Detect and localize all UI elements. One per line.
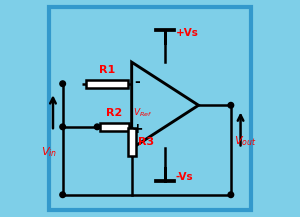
Circle shape bbox=[228, 192, 234, 197]
Text: $V_{Ref}$: $V_{Ref}$ bbox=[133, 107, 152, 119]
Circle shape bbox=[60, 81, 65, 87]
FancyBboxPatch shape bbox=[49, 7, 251, 210]
Bar bbox=[128, 128, 136, 156]
Circle shape bbox=[228, 102, 234, 108]
Circle shape bbox=[60, 124, 65, 130]
Text: R2: R2 bbox=[106, 108, 122, 118]
Text: $V_{in}$: $V_{in}$ bbox=[40, 145, 57, 159]
Circle shape bbox=[94, 124, 100, 130]
Text: -Vs: -Vs bbox=[176, 173, 194, 182]
Text: +Vs: +Vs bbox=[176, 28, 199, 38]
Text: -: - bbox=[134, 75, 140, 89]
Text: R1: R1 bbox=[99, 65, 115, 75]
Text: R3: R3 bbox=[138, 137, 154, 147]
Text: +: + bbox=[131, 122, 143, 136]
Text: $V_{out}$: $V_{out}$ bbox=[234, 134, 256, 148]
Bar bbox=[86, 80, 128, 88]
Bar bbox=[100, 123, 129, 131]
Circle shape bbox=[60, 192, 65, 197]
